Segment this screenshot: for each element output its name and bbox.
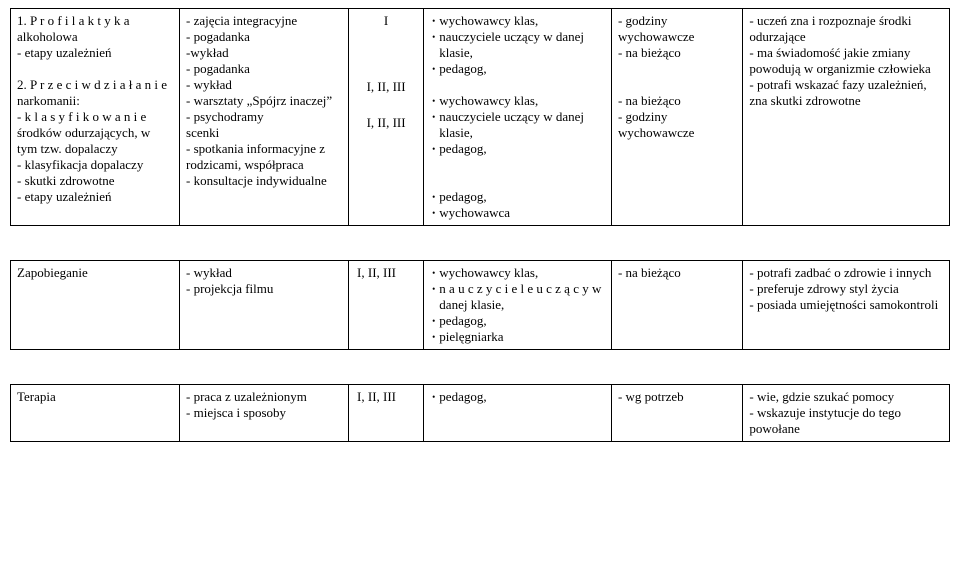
people-text: pedagog, [439, 189, 605, 205]
people-line: •n a u c z y c i e l e u c z ą c y w dan… [430, 281, 605, 313]
cell-methods: - praca z uzależnionym - miejsca i sposo… [180, 385, 349, 442]
cell-outcome: - wie, gdzie szukać pomocy - wskazuje in… [743, 385, 950, 442]
spacer-row [11, 350, 950, 385]
bullet-icon: • [432, 265, 435, 281]
people-line: •pedagog, [430, 61, 605, 77]
cell-time: - na bieżąco [611, 261, 742, 350]
people-text: pielęgniarka [439, 329, 605, 345]
cell-time: - godziny wychowawcze - na bieżąco - na … [611, 9, 742, 226]
time-text: - na bieżąco [618, 265, 681, 280]
people-line: •pielęgniarka [430, 329, 605, 345]
level-text: I, II, III [355, 115, 417, 131]
outcome-text: - potrafi zadbać o zdrowie i innych - pr… [749, 265, 938, 312]
curriculum-table: 1. P r o f i l a k t y k a alkoholowa - … [10, 8, 950, 442]
people-line: •pedagog, [430, 389, 605, 405]
table-row: 1. P r o f i l a k t y k a alkoholowa - … [11, 9, 950, 226]
methods-text: - zajęcia integracyjne - pogadanka -wykł… [186, 13, 332, 188]
topic-text: 1. P r o f i l a k t y k a alkoholowa - … [17, 13, 167, 204]
cell-level: I, II, III [349, 261, 424, 350]
outcome-text: - uczeń zna i rozpoznaje środki odurzają… [749, 13, 930, 108]
cell-topic: 1. P r o f i l a k t y k a alkoholowa - … [11, 9, 180, 226]
people-text: wychowawca [439, 205, 605, 221]
people-text: wychowawcy klas, [439, 93, 605, 109]
people-text: wychowawcy klas, [439, 265, 605, 281]
outcome-text: - wie, gdzie szukać pomocy - wskazuje in… [749, 389, 901, 436]
bullet-icon: • [432, 389, 435, 405]
people-text: pedagog, [439, 313, 605, 329]
cell-methods: - wykład - projekcja filmu [180, 261, 349, 350]
bullet-icon: • [432, 329, 435, 345]
methods-text: - wykład - projekcja filmu [186, 265, 273, 296]
people-line: •nauczyciele uczący w danej klasie, [430, 29, 605, 61]
cell-level: I I, II, III I, II, III [349, 9, 424, 226]
bullet-icon: • [432, 13, 435, 29]
people-line: •wychowawcy klas, [430, 93, 605, 109]
people-text: wychowawcy klas, [439, 13, 605, 29]
bullet-icon: • [432, 109, 435, 125]
table-row: Zapobieganie - wykład - projekcja filmu … [11, 261, 950, 350]
spacer-row [11, 226, 950, 261]
cell-outcome: - uczeń zna i rozpoznaje środki odurzają… [743, 9, 950, 226]
people-line [430, 157, 605, 173]
level-text: I, II, III [355, 79, 417, 95]
people-text: nauczyciele uczący w danej klasie, [439, 109, 605, 141]
level-text: I, II, III [357, 389, 396, 404]
people-line [430, 173, 605, 189]
people-text: pedagog, [439, 61, 605, 77]
cell-people: •pedagog, [424, 385, 612, 442]
cell-time: - wg potrzeb [611, 385, 742, 442]
bullet-icon: • [432, 93, 435, 109]
time-text: - godziny wychowawcze - na bieżąco - na … [618, 13, 695, 140]
cell-topic: Zapobieganie [11, 261, 180, 350]
level-text: I [355, 13, 417, 29]
people-line: •wychowawcy klas, [430, 13, 605, 29]
cell-level: I, II, III [349, 385, 424, 442]
cell-topic: Terapia [11, 385, 180, 442]
bullet-icon: • [432, 205, 435, 221]
cell-methods: - zajęcia integracyjne - pogadanka -wykł… [180, 9, 349, 226]
people-text: pedagog, [439, 141, 605, 157]
bullet-icon: • [432, 61, 435, 77]
table-row: Terapia - praca z uzależnionym - miejsca… [11, 385, 950, 442]
people-line: •pedagog, [430, 313, 605, 329]
people-text: pedagog, [439, 389, 605, 405]
people-line: •wychowawcy klas, [430, 265, 605, 281]
bullet-icon: • [432, 281, 435, 297]
time-text: - wg potrzeb [618, 389, 684, 404]
bullet-icon: • [432, 313, 435, 329]
topic-text: Terapia [17, 389, 56, 404]
cell-people: •wychowawcy klas,•n a u c z y c i e l e … [424, 261, 612, 350]
people-text: nauczyciele uczący w danej klasie, [439, 29, 605, 61]
people-line: •nauczyciele uczący w danej klasie, [430, 109, 605, 141]
cell-outcome: - potrafi zadbać o zdrowie i innych - pr… [743, 261, 950, 350]
document-page: 1. P r o f i l a k t y k a alkoholowa - … [0, 0, 960, 450]
methods-text: - praca z uzależnionym - miejsca i sposo… [186, 389, 307, 420]
cell-people: •wychowawcy klas,•nauczyciele uczący w d… [424, 9, 612, 226]
bullet-icon: • [432, 141, 435, 157]
people-text: n a u c z y c i e l e u c z ą c y w dane… [439, 281, 605, 313]
people-line [430, 77, 605, 93]
people-line: •pedagog, [430, 189, 605, 205]
people-line: •pedagog, [430, 141, 605, 157]
level-text: I, II, III [357, 265, 396, 280]
topic-text: Zapobieganie [17, 265, 88, 280]
bullet-icon: • [432, 189, 435, 205]
bullet-icon: • [432, 29, 435, 45]
people-line: •wychowawca [430, 205, 605, 221]
